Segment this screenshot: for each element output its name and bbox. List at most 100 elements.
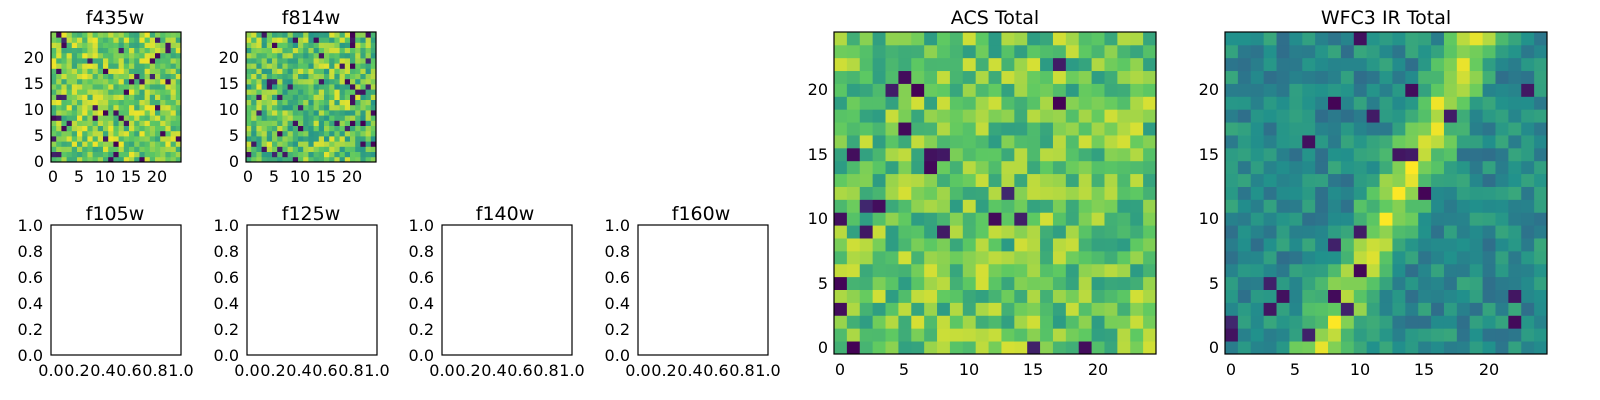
heatmap-cell — [911, 70, 925, 84]
heatmap-cell — [846, 109, 861, 123]
heatmap-cell — [1405, 238, 1419, 252]
heatmap-cell — [1289, 289, 1303, 303]
heatmap-cell — [334, 89, 340, 95]
heatmap-cells — [246, 32, 377, 163]
heatmap-cell — [129, 94, 135, 100]
heatmap-cell — [898, 160, 912, 175]
heatmap-cell — [1065, 147, 1080, 162]
heatmap-cell — [344, 110, 351, 116]
heatmap-cell — [1469, 32, 1483, 46]
heatmap-cell — [155, 115, 161, 121]
heatmap-cell — [350, 42, 356, 48]
panel-title: f140w — [476, 203, 535, 225]
heatmap-cell — [329, 151, 335, 158]
heatmap-cell — [1065, 186, 1080, 200]
heatmap-cell — [1392, 276, 1406, 290]
heatmap-cell — [313, 130, 320, 137]
heatmap-cell — [1027, 328, 1041, 342]
heatmap-cell — [1078, 70, 1092, 84]
heatmap-cell — [77, 120, 83, 126]
heatmap-cell — [256, 89, 262, 95]
heatmap-cell — [1117, 212, 1131, 226]
heatmap-cell — [1392, 57, 1406, 72]
heatmap-cell — [113, 125, 119, 132]
heatmap-cell — [1143, 147, 1157, 162]
y-tick-label: 0 — [229, 152, 239, 171]
heatmap-cell — [66, 151, 73, 158]
heatmap-cell — [1065, 135, 1080, 149]
heatmap-cell — [1143, 302, 1157, 316]
x-tick-labels: 0 5 10 15 20 — [1226, 360, 1499, 379]
heatmap-cell — [149, 115, 156, 121]
heatmap-cell — [123, 94, 130, 100]
heatmap-cell — [1456, 212, 1471, 226]
heatmap-cell — [1392, 122, 1406, 136]
heatmap-cell — [1534, 302, 1548, 316]
heatmap-cell — [924, 173, 938, 187]
y-tick-label: 0.8 — [18, 242, 43, 261]
heatmap-cell — [313, 89, 320, 95]
heatmap-cell — [846, 315, 861, 329]
heatmap-cell — [324, 136, 330, 142]
heatmap-cell — [1052, 160, 1067, 175]
heatmap-cell — [834, 328, 848, 342]
heatmap-cell — [1014, 96, 1028, 110]
heatmap-cell — [350, 104, 356, 111]
heatmap-cell — [334, 58, 340, 64]
heatmap-cell — [1508, 44, 1522, 59]
heatmap-cell — [1117, 44, 1131, 59]
heatmap-cell — [911, 32, 925, 46]
heatmap-cell — [134, 47, 140, 54]
heatmap-cell — [365, 37, 372, 43]
heatmap-cell — [1469, 44, 1483, 59]
heatmap-cell — [1379, 315, 1393, 329]
heatmap-cell — [350, 130, 356, 137]
heatmap-cell — [1482, 276, 1496, 290]
heatmap-cell — [1078, 315, 1092, 329]
heatmap-cell — [261, 125, 268, 132]
heatmap-cell — [113, 42, 119, 48]
heatmap-cell — [1405, 328, 1419, 342]
heatmap-cell — [350, 110, 356, 116]
heatmap-cell — [272, 42, 278, 48]
heatmap-cell — [77, 42, 83, 48]
heatmap-cell — [1405, 212, 1419, 226]
heatmap-cell — [282, 89, 288, 95]
heatmap-cell — [859, 135, 874, 149]
heatmap-cell — [1065, 341, 1080, 355]
heatmap-cell — [1014, 238, 1028, 252]
heatmap-cell — [77, 110, 83, 116]
heatmap-cell — [144, 125, 151, 132]
heatmap-cell — [118, 73, 125, 80]
heatmap-cell — [334, 84, 340, 90]
heatmap-cell — [975, 135, 989, 149]
heatmap-cell — [251, 130, 257, 137]
heatmap-cell — [71, 130, 78, 137]
heatmap-cell — [1104, 315, 1118, 329]
heatmap-cell — [1328, 263, 1342, 278]
heatmap-cell — [924, 199, 938, 213]
heatmap-cell — [350, 47, 356, 54]
heatmap-cell — [308, 156, 314, 163]
heatmap-cell — [1065, 212, 1080, 226]
heatmap-cell — [139, 141, 145, 147]
heatmap-cell — [170, 42, 177, 48]
heatmap-cell — [87, 130, 93, 137]
heatmap-cell — [937, 263, 951, 278]
heatmap-cell — [1052, 57, 1067, 72]
heatmap-cell — [1469, 276, 1483, 290]
heatmap-cell — [1078, 276, 1092, 290]
heatmap-cell — [313, 78, 320, 85]
heatmap-cell — [165, 141, 171, 147]
heatmap-cell — [103, 47, 109, 54]
heatmap-cell — [1392, 44, 1406, 59]
heatmap-cell — [246, 156, 252, 163]
heatmap-cell — [924, 57, 938, 72]
heatmap-cell — [339, 42, 346, 48]
heatmap-cell — [266, 141, 273, 147]
heatmap-cell — [261, 94, 268, 100]
heatmap-cell — [61, 84, 67, 90]
heatmap-cell — [1443, 289, 1458, 303]
heatmap-cell — [1302, 83, 1316, 97]
heatmap-cell — [937, 83, 951, 97]
